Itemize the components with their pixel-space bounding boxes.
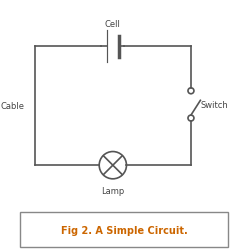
Text: Lamp: Lamp [101, 186, 124, 196]
FancyBboxPatch shape [20, 212, 228, 247]
Text: Switch: Switch [201, 101, 229, 109]
Text: Cell: Cell [105, 19, 121, 28]
Text: Fig 2. A Simple Circuit.: Fig 2. A Simple Circuit. [61, 225, 187, 235]
Text: Cable: Cable [0, 102, 24, 111]
